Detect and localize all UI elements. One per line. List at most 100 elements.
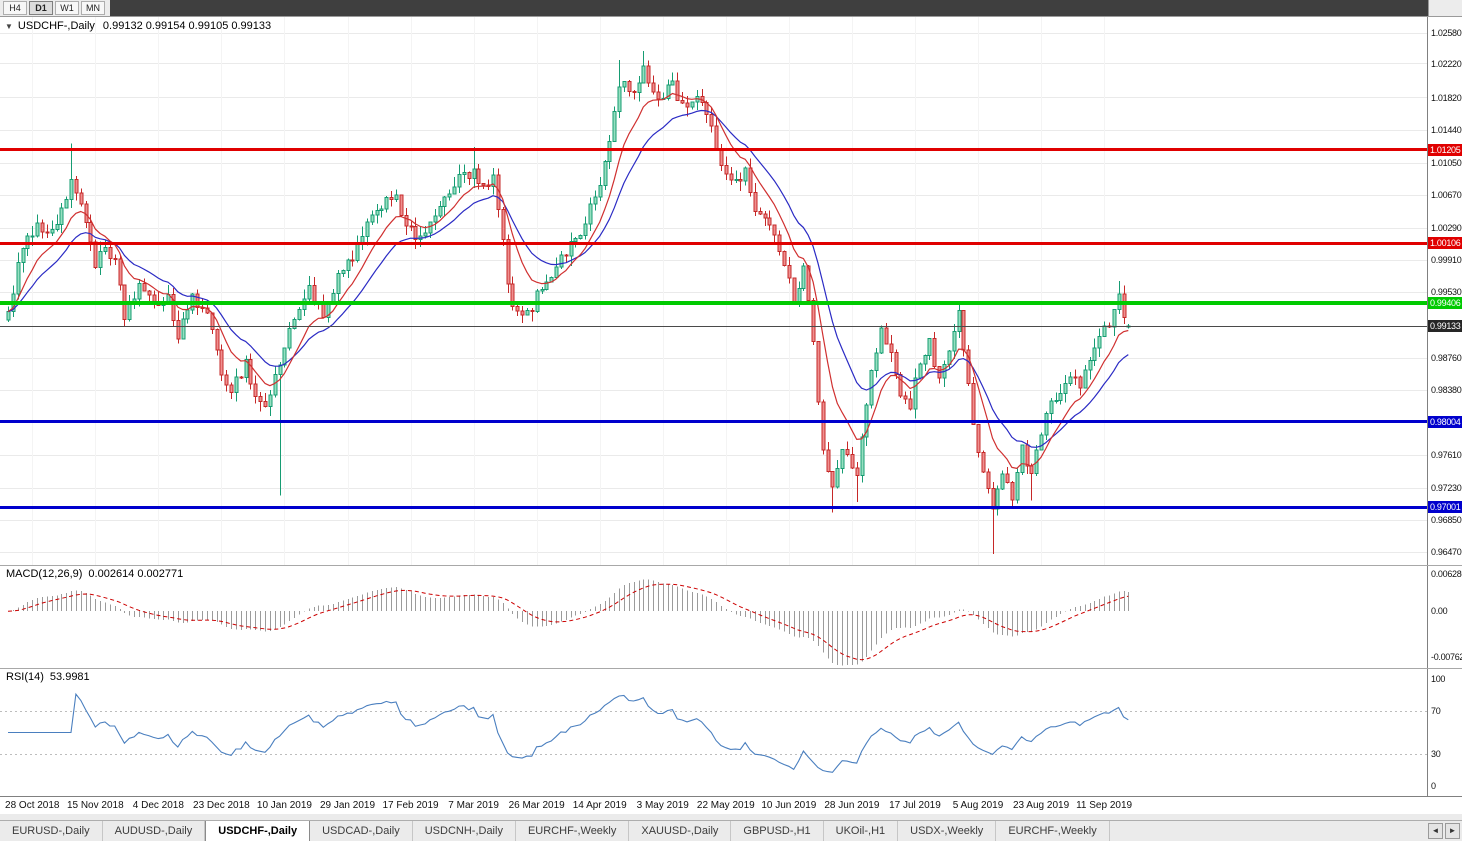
level-line [0, 506, 1427, 509]
price-chart-svg[interactable] [0, 17, 1427, 565]
status-strip [0, 814, 1462, 820]
price-axis-tick: 1.01440 [1431, 124, 1462, 135]
moving-average-18 [7, 109, 1129, 448]
date-axis-label: 17 Feb 2019 [382, 800, 439, 811]
date-axis-label: 10 Jan 2019 [256, 800, 312, 811]
date-axis-label: 26 Mar 2019 [508, 800, 565, 811]
price-axis-tick: 0.96850 [1431, 514, 1462, 525]
chart-tab-usdx-weekly[interactable]: USDX-,Weekly [898, 821, 997, 841]
macd-values: 0.002614 0.002771 [88, 568, 184, 580]
timeframe-button-d1[interactable]: D1 [29, 1, 53, 15]
chart-tab-ukoil-h1[interactable]: UKOil-,H1 [824, 821, 899, 841]
tabs-scroll-right-icon[interactable]: ► [1445, 823, 1460, 839]
date-axis-label: 17 Jul 2019 [889, 800, 941, 811]
price-axis-tick: 1.02220 [1431, 58, 1462, 69]
price-axis-tick: 0.97610 [1431, 450, 1462, 461]
date-axis-label: 29 Jan 2019 [319, 800, 376, 811]
date-axis-label: 14 Apr 2019 [572, 800, 627, 811]
price-axis-tick: 0.98760 [1431, 352, 1462, 363]
macd-signal-line [7, 583, 1129, 661]
chart-tab-xauusd-daily[interactable]: XAUUSD-,Daily [629, 821, 732, 841]
timeframe-button-h4[interactable]: H4 [3, 1, 27, 15]
price-level-badge: 0.98004 [1428, 415, 1462, 428]
price-level-badge: 0.99406 [1428, 296, 1462, 309]
date-axis-label: 3 May 2019 [636, 800, 689, 811]
timeframe-toolbar: H4 D1 W1 MN [0, 0, 1462, 17]
macd-axis-tick: -0.00762 [1431, 651, 1462, 662]
timeframe-buttons: H4 D1 W1 MN [0, 1, 106, 15]
rsi-svg[interactable] [0, 669, 1427, 796]
level-line [0, 301, 1427, 305]
macd-svg[interactable] [0, 566, 1427, 668]
date-axis-label: 28 Oct 2018 [5, 800, 60, 811]
date-axis-label: 23 Dec 2018 [193, 800, 250, 811]
date-axis-label: 11 Sep 2019 [1076, 800, 1133, 811]
date-axis-label: 22 May 2019 [696, 800, 755, 811]
chart-tab-eurusd-daily[interactable]: EURUSD-,Daily [0, 821, 103, 841]
price-axis-tick: 1.00670 [1431, 190, 1462, 201]
chart-tab-audusd-daily[interactable]: AUDUSD-,Daily [103, 821, 206, 841]
chart-tab-usdcnh-daily[interactable]: USDCNH-,Daily [413, 821, 516, 841]
pane-divider [0, 565, 1462, 566]
price-axis-tick: 1.00290 [1431, 222, 1462, 233]
date-axis-label: 23 Aug 2019 [1012, 800, 1070, 811]
date-axis-label: 5 Aug 2019 [952, 800, 1004, 811]
macd-axis-tick: 0.00 [1431, 606, 1448, 617]
chart-tab-eurchf-weekly[interactable]: EURCHF-,Weekly [516, 821, 630, 841]
rsi-value: 53.9981 [49, 671, 90, 683]
level-line [0, 420, 1427, 423]
price-axis-tick: 1.01820 [1431, 92, 1462, 103]
price-axis-tick: 0.96470 [1431, 547, 1462, 558]
price-axis-tick: 0.99910 [1431, 254, 1462, 265]
toolbar-corner [1428, 0, 1462, 16]
level-line [0, 148, 1427, 151]
chart-title: ▼ USDCHF-,Daily 0.99132 0.99154 0.99105 0.… [5, 20, 271, 32]
date-axis-label: 28 Jun 2019 [824, 800, 880, 811]
rsi-axis-tick: 30 [1431, 748, 1441, 759]
chart-tab-eurchf-weekly[interactable]: EURCHF-,Weekly [996, 821, 1110, 841]
price-axis: 1.02580 1.02220 1.01820 1.01440 1.01050 1.006… [1427, 17, 1462, 796]
price-axis-tick: 0.98380 [1431, 384, 1462, 395]
price-level-badge: 0.97001 [1428, 501, 1462, 514]
macd-pane[interactable]: MACD(12,26,9) 0.002614 0.002771 [0, 566, 1427, 668]
price-level-badge: 1.01205 [1428, 143, 1462, 156]
macd-histogram [13, 579, 1129, 666]
rsi-line [8, 692, 1129, 773]
price-axis-tick: 0.99530 [1431, 287, 1462, 298]
timeframe-button-w1[interactable]: W1 [55, 1, 79, 15]
price-axis-tick: 1.02580 [1431, 27, 1462, 38]
rsi-label: RSI(14) 53.9981 [6, 671, 90, 683]
rsi-axis-tick: 70 [1431, 706, 1441, 717]
date-axis-label: 4 Dec 2018 [132, 800, 184, 811]
chart-tabbar: EURUSD-,Daily AUDUSD-,Daily USDCHF-,Daily U… [0, 820, 1462, 841]
date-axis-label: 15 Nov 2018 [66, 800, 124, 811]
tabs-scroll-left-icon[interactable]: ◄ [1428, 823, 1443, 839]
collapse-arrow-icon[interactable]: ▼ [5, 22, 13, 31]
macd-axis-tick: 0.006286 [1431, 568, 1462, 579]
level-line [0, 242, 1427, 245]
rsi-pane[interactable]: RSI(14) 53.9981 [0, 669, 1427, 796]
chart-tab-usdchf-daily[interactable]: USDCHF-,Daily [205, 821, 311, 841]
tab-scroll-buttons: ◄ ► [1428, 823, 1460, 839]
date-axis: 28 Oct 2018 15 Nov 2018 4 Dec 2018 23 Dec 2… [0, 796, 1462, 814]
chart-tab-gbpusd-h1[interactable]: GBPUSD-,H1 [731, 821, 824, 841]
rsi-axis-tick: 0 [1431, 781, 1436, 791]
chart-tabs: EURUSD-,Daily AUDUSD-,Daily USDCHF-,Daily U… [0, 821, 1110, 841]
macd-label: MACD(12,26,9) 0.002614 0.002771 [6, 568, 183, 580]
moving-average-9 [7, 92, 1129, 469]
date-axis-label: 10 Jun 2019 [761, 800, 817, 811]
price-axis-tick: 0.97230 [1431, 482, 1462, 493]
toolbar-filler [110, 0, 1428, 16]
rsi-axis-tick: 100 [1431, 674, 1446, 684]
date-axis-label: 7 Mar 2019 [448, 800, 499, 811]
rsi-name: RSI(14) [6, 671, 44, 683]
chart-ohlc-values: 0.99132 0.99154 0.99105 0.99133 [102, 20, 272, 32]
chart-symbol-period: USDCHF-,Daily [17, 20, 95, 32]
timeframe-button-mn[interactable]: MN [81, 1, 105, 15]
price-chart-pane[interactable]: ▼ USDCHF-,Daily 0.99132 0.99154 0.99105 0.… [0, 17, 1427, 565]
pane-divider [0, 668, 1462, 669]
price-level-badge: 1.00106 [1428, 237, 1462, 250]
macd-name: MACD(12,26,9) [6, 568, 83, 580]
chart-tab-usdcad-daily[interactable]: USDCAD-,Daily [310, 821, 413, 841]
